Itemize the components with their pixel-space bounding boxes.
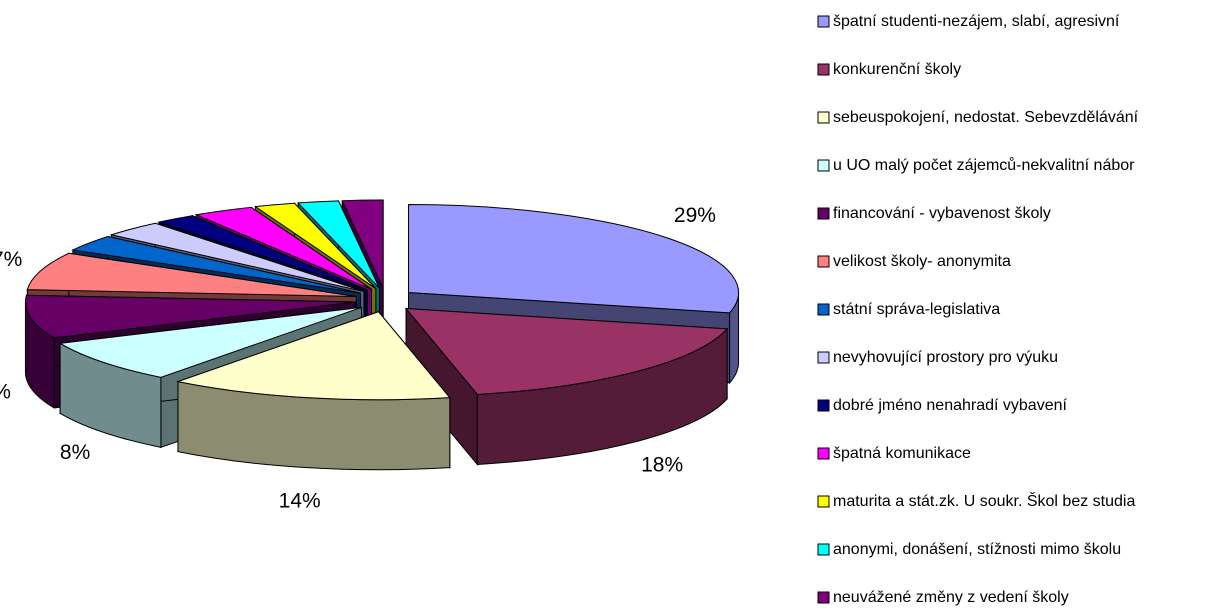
data-label: 7% [0, 248, 22, 271]
slice [24, 294, 356, 339]
legend-swatch [817, 303, 830, 316]
data-label: 29% [674, 204, 716, 227]
legend-label: dobré jméno nenahradí vybavení [833, 397, 1067, 414]
legend-label: financování - vybavenost školy [833, 205, 1051, 222]
legend-swatch [817, 495, 830, 508]
slice [341, 199, 384, 289]
slice [408, 204, 740, 314]
legend-swatch [817, 543, 830, 556]
slice [254, 202, 377, 289]
legend-label: velikost školy- anonymita [833, 253, 1011, 270]
legend-label: anonymi, donášení, stížnosti mimo školu [833, 541, 1121, 558]
legend-swatch [817, 591, 830, 604]
legend-label: nevyhovující prostory pro výuku [833, 349, 1058, 366]
legend-swatch [817, 255, 830, 268]
data-label: 8% [0, 381, 11, 404]
legend-label: sebeuspokojení, nedostat. Sebevzdělávání [833, 109, 1139, 126]
data-label: 8% [60, 441, 90, 464]
legend-swatch [817, 159, 830, 172]
slice [194, 206, 372, 290]
legend-label: neuvážené změny z vedení školy [833, 589, 1069, 606]
legend-label: státní správa-legislativa [833, 301, 1000, 318]
slice [176, 311, 451, 401]
data-label: 14% [279, 489, 321, 512]
slice [26, 252, 357, 298]
legend-swatch [817, 111, 830, 124]
legend-label: špatná komunikace [833, 445, 971, 462]
legend-swatch [817, 15, 830, 28]
data-label: 18% [641, 454, 683, 477]
slice [404, 307, 729, 395]
legend-swatch [817, 207, 830, 220]
legend-swatch [817, 447, 830, 460]
slice [58, 306, 362, 378]
slice [71, 235, 361, 294]
legend-swatch [817, 351, 830, 364]
slice [157, 215, 368, 291]
legend-swatch [817, 63, 830, 76]
slice [297, 200, 380, 289]
legend-swatch [817, 399, 830, 412]
legend-label: u UO malý počet zájemců-nekvalitní nábor [833, 156, 1135, 174]
legend-label: konkurenční školy [833, 61, 961, 78]
legend-label: maturita a stát.zk. U soukr. Škol bez st… [833, 491, 1135, 510]
slice [109, 222, 365, 292]
legend-label: špatní studenti-nezájem, slabí, agresivn… [833, 13, 1120, 30]
